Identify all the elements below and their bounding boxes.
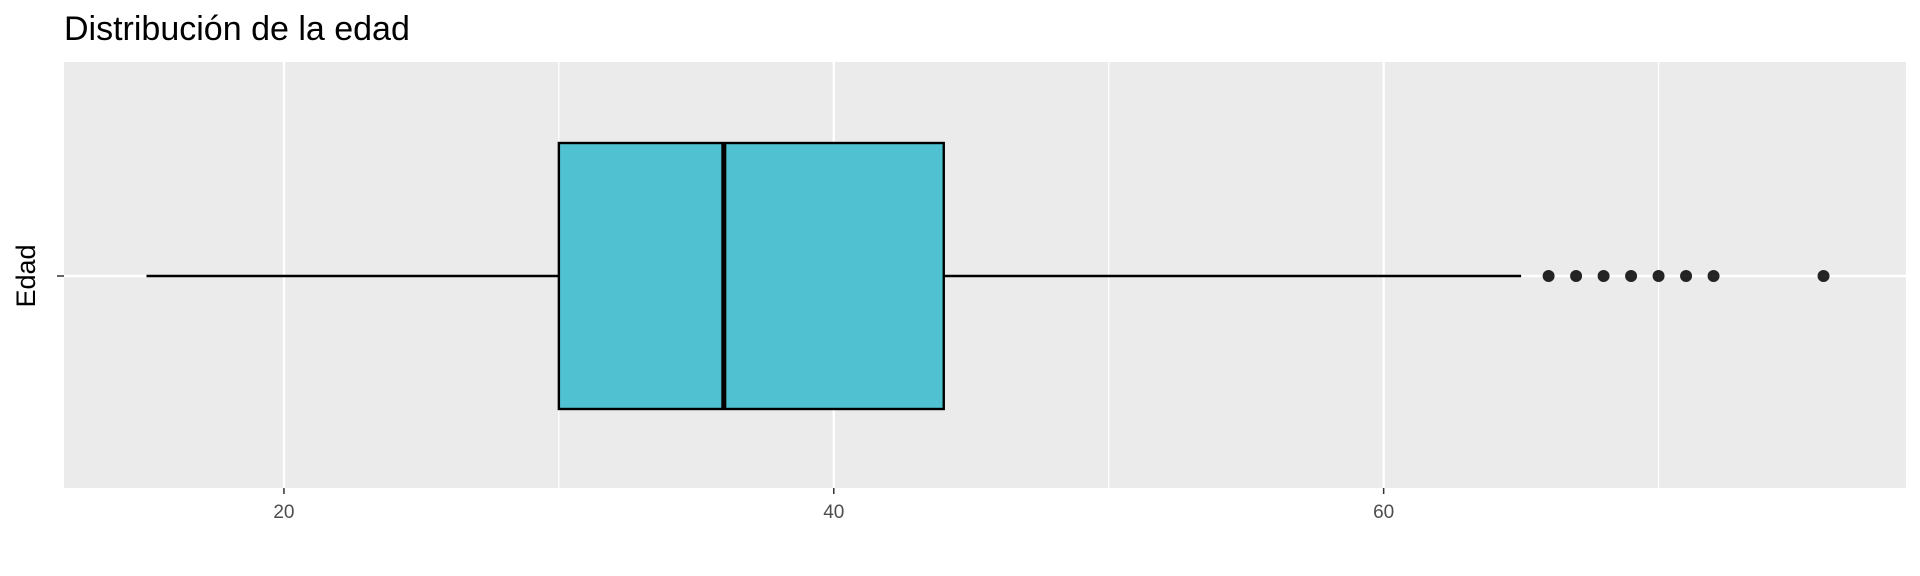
outlier-point [1542,270,1555,282]
chart-title: Distribución de la edad [64,10,410,48]
outlier-point [1570,270,1583,282]
x-tick-label: 40 [823,502,844,523]
x-axis: 20 40 60 [273,488,1394,523]
outlier-point [1597,270,1610,282]
outlier-point [1652,270,1665,282]
outlier-point [1707,270,1720,282]
y-axis-title: Edad [11,244,41,307]
x-tick-label: 20 [273,502,294,523]
outlier-point [1680,270,1693,282]
boxplot [146,141,1522,411]
iqr-box [557,141,945,411]
x-tick-label: 60 [1373,502,1394,523]
outlier-point [1817,270,1830,282]
outlier-point [1625,270,1638,282]
outlier-points [1542,270,1830,282]
